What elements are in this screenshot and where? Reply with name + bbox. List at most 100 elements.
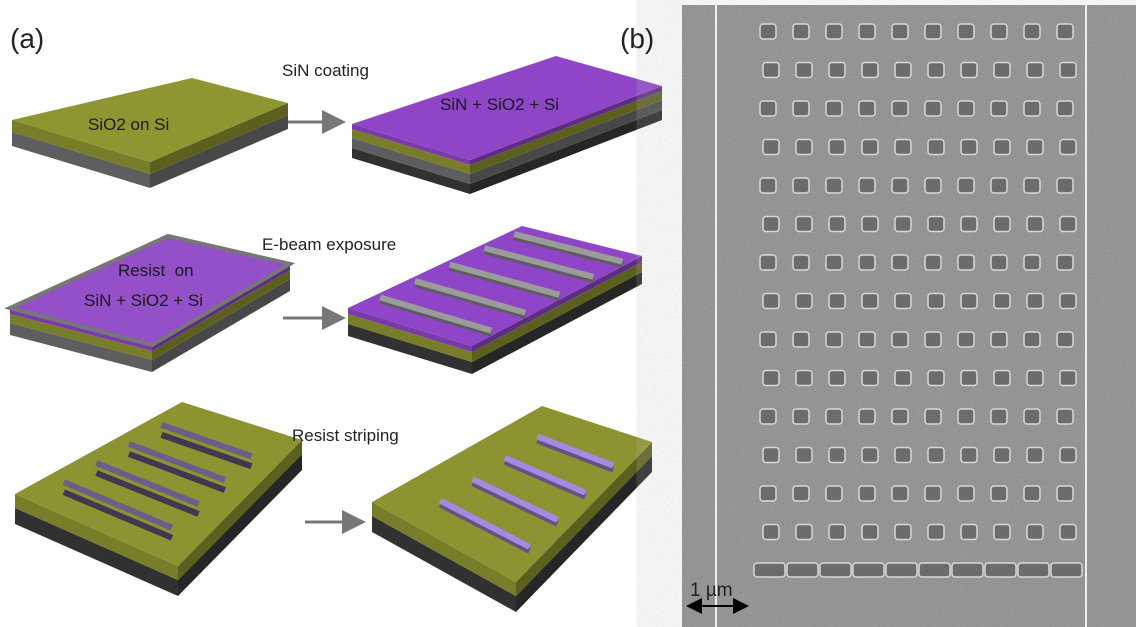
sem-hole bbox=[1057, 24, 1073, 39]
sem-hole bbox=[763, 371, 779, 386]
sem-hole bbox=[793, 101, 809, 116]
sem-hole bbox=[763, 448, 779, 463]
sem-hole bbox=[859, 101, 875, 116]
sem-hole bbox=[994, 448, 1010, 463]
sem-hole bbox=[763, 140, 779, 155]
sem-hole bbox=[952, 563, 983, 577]
sem-hole bbox=[958, 101, 974, 116]
sem-hole bbox=[1024, 409, 1040, 424]
sem-hole bbox=[991, 332, 1007, 347]
sem-hole bbox=[991, 486, 1007, 501]
sem-hole bbox=[760, 332, 776, 347]
sem-hole bbox=[928, 525, 944, 540]
sem-hole bbox=[1027, 217, 1043, 232]
sem-hole bbox=[892, 255, 908, 270]
sem-hole bbox=[958, 409, 974, 424]
sem-hole bbox=[1024, 101, 1040, 116]
sem-hole bbox=[1027, 371, 1043, 386]
sem-hole bbox=[793, 24, 809, 39]
sem-hole bbox=[1057, 409, 1073, 424]
sem-hole bbox=[859, 409, 875, 424]
sem-hole bbox=[1027, 525, 1043, 540]
sem-hole bbox=[826, 24, 842, 39]
sem-hole bbox=[958, 178, 974, 193]
sem-hole bbox=[958, 255, 974, 270]
sem-hole bbox=[760, 101, 776, 116]
sem-hole bbox=[1057, 486, 1073, 501]
sem-hole bbox=[826, 178, 842, 193]
sem-hole bbox=[862, 448, 878, 463]
sem-hole bbox=[862, 140, 878, 155]
sem-hole bbox=[1057, 178, 1073, 193]
sem-hole bbox=[928, 448, 944, 463]
sem-hole bbox=[1027, 63, 1043, 78]
sem-hole bbox=[928, 371, 944, 386]
process-step: SiN coating bbox=[282, 61, 369, 80]
sem-hole bbox=[829, 525, 845, 540]
sem-hole bbox=[1027, 140, 1043, 155]
sem-hole bbox=[1060, 371, 1076, 386]
sem-hole bbox=[1051, 563, 1082, 577]
sem-hole bbox=[892, 332, 908, 347]
scale-bar-label: 1 µm bbox=[690, 580, 733, 601]
sem-hole bbox=[895, 217, 911, 232]
sem-hole bbox=[961, 140, 977, 155]
sem-hole bbox=[994, 294, 1010, 309]
sem-hole bbox=[1024, 332, 1040, 347]
sem-image bbox=[682, 5, 1136, 627]
sem-hole bbox=[862, 525, 878, 540]
sem-hole bbox=[895, 525, 911, 540]
sem-hole bbox=[892, 409, 908, 424]
process-step: E-beam exposure bbox=[262, 235, 396, 254]
sem-hole bbox=[793, 409, 809, 424]
sem-hole bbox=[760, 24, 776, 39]
sem-hole bbox=[958, 332, 974, 347]
sem-hole bbox=[991, 101, 1007, 116]
structure-label: SiN + SiO2 + Si bbox=[440, 95, 559, 114]
sem-hole bbox=[961, 217, 977, 232]
sem-hole bbox=[862, 217, 878, 232]
sem-hole bbox=[925, 332, 941, 347]
sem-hole bbox=[961, 525, 977, 540]
sem-hole bbox=[892, 101, 908, 116]
sem-hole bbox=[985, 563, 1016, 577]
sem-hole bbox=[925, 409, 941, 424]
sem-hole bbox=[928, 294, 944, 309]
sem-hole bbox=[796, 140, 812, 155]
sem-hole bbox=[928, 217, 944, 232]
sem-hole bbox=[1060, 525, 1076, 540]
sem-hole bbox=[793, 178, 809, 193]
sem-hole bbox=[793, 486, 809, 501]
sem-hole bbox=[991, 24, 1007, 39]
sem-hole bbox=[895, 371, 911, 386]
sem-hole bbox=[1060, 294, 1076, 309]
sem-hole bbox=[1018, 563, 1049, 577]
sem-hole bbox=[796, 525, 812, 540]
sem-hole bbox=[763, 63, 779, 78]
sem-hole bbox=[919, 563, 950, 577]
sem-hole bbox=[796, 217, 812, 232]
sem-hole bbox=[853, 563, 884, 577]
sem-hole bbox=[862, 63, 878, 78]
figure: (a) (b) SiN coating E-beam exposure Resi… bbox=[0, 0, 1136, 627]
sem-hole bbox=[826, 255, 842, 270]
sem-hole bbox=[859, 178, 875, 193]
sem-hole bbox=[1027, 448, 1043, 463]
sem-hole bbox=[1024, 24, 1040, 39]
sem-hole bbox=[826, 486, 842, 501]
sem-hole bbox=[1057, 101, 1073, 116]
panel-label: (b) bbox=[620, 23, 654, 54]
sem-hole bbox=[892, 486, 908, 501]
sem-hole bbox=[796, 294, 812, 309]
sem-hole bbox=[763, 525, 779, 540]
sem-hole bbox=[859, 24, 875, 39]
sem-hole bbox=[826, 101, 842, 116]
sem-hole bbox=[892, 178, 908, 193]
structure-label: SiO2 on Si bbox=[88, 115, 169, 134]
sem-hole bbox=[763, 294, 779, 309]
sem-hole bbox=[895, 140, 911, 155]
sem-hole bbox=[961, 63, 977, 78]
sem-hole bbox=[1060, 63, 1076, 78]
structure-label: Resist on bbox=[118, 261, 194, 280]
sem-hole bbox=[1060, 140, 1076, 155]
